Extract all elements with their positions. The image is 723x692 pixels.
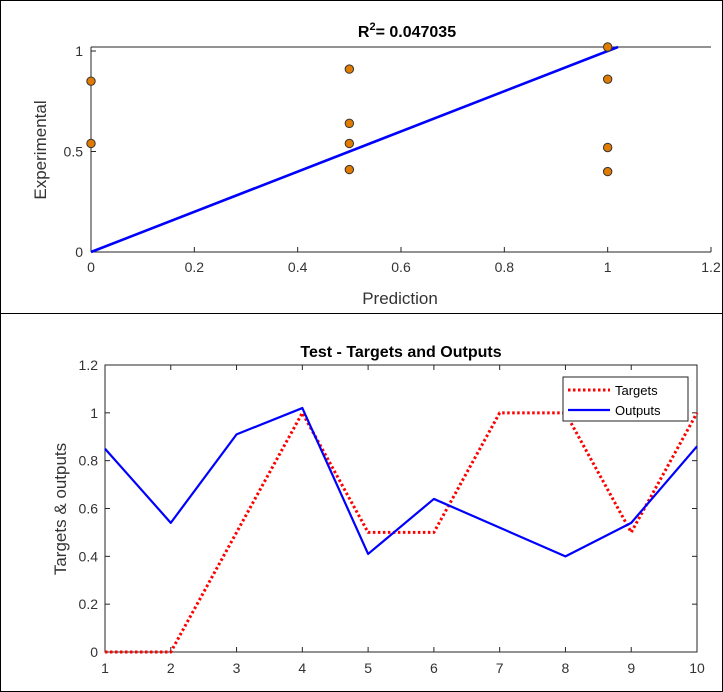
chart1-data-point <box>344 138 355 149</box>
chart2-x-tick-label: 3 <box>233 660 241 676</box>
legend-box <box>562 376 689 422</box>
chart2-x-tick-label: 4 <box>298 660 306 676</box>
chart1-data-point <box>602 166 613 177</box>
chart1-ylabel: Experimental <box>31 100 50 199</box>
targets-outputs-chart: Test - Targets and Outputs Targets & out… <box>51 344 705 676</box>
chart1-x-tick-label: 0.2 <box>185 259 205 275</box>
chart2-x-tick-label: 9 <box>627 660 635 676</box>
chart1-data-point <box>344 164 355 175</box>
chart2-x-tick-label: 7 <box>496 660 504 676</box>
chart2-title: Test - Targets and Outputs <box>300 344 501 361</box>
chart2-series-outputs-line <box>104 406 698 558</box>
chart2-y-tick-label: 1.2 <box>79 357 99 373</box>
chart2-y-tick-label: 0.8 <box>79 453 99 469</box>
legend-outputs-label: Outputs <box>615 403 661 418</box>
chart1-data-point <box>344 118 355 129</box>
regression-scatter-chart: R2= 0.047035 Prediction Experimental 0 0.… <box>31 21 721 308</box>
chart1-title: R2= 0.047035 <box>358 21 456 41</box>
chart1-data-point <box>86 138 96 149</box>
chart2-y-tick-label: 0.2 <box>79 596 99 612</box>
chart2-y-tick-label: 0.4 <box>79 548 99 564</box>
chart2-x-tick-label: 1 <box>101 660 109 676</box>
chart1-data-point <box>86 76 96 86</box>
chart2-y-tick-label: 1 <box>90 405 98 421</box>
chart2-legend: Targets Outputs <box>562 376 689 422</box>
chart1-x-tick-label: 0.6 <box>391 259 411 275</box>
chart2-series-targets-line <box>105 411 699 654</box>
chart2-x-tick-label: 10 <box>689 660 705 676</box>
chart1-data-point <box>602 142 613 153</box>
chart1-x-tick-label: 0 <box>87 259 95 275</box>
chart1-x-tick-label: 0.8 <box>495 259 515 275</box>
chart1-data-point <box>344 64 355 74</box>
chart1-data-point <box>602 74 613 84</box>
chart2-x-tick-label: 6 <box>430 660 438 676</box>
chart2-ylabel: Targets & outputs <box>51 443 70 575</box>
chart2-x-tick-label: 2 <box>167 660 175 676</box>
chart1-xlabel: Prediction <box>362 289 438 308</box>
chart2-y-tick-label: 0.6 <box>79 501 99 517</box>
chart1-x-tick-label: 1.2 <box>701 259 721 275</box>
legend-targets-label: Targets <box>615 383 658 398</box>
chart2-x-tick-label: 8 <box>562 660 570 676</box>
chart2-x-tick-label: 5 <box>364 660 372 676</box>
chart1-data-point <box>602 42 613 52</box>
chart1-y-tick-label: 1 <box>75 43 83 59</box>
chart1-y-tick-label: 0 <box>75 244 83 260</box>
chart1-fit-line <box>90 45 619 254</box>
chart2-y-tick-label: 0 <box>90 644 98 660</box>
chart1-x-tick-label: 1 <box>604 259 612 275</box>
chart1-y-tick-label: 0.5 <box>64 144 84 160</box>
chart1-x-tick-label: 0.4 <box>288 259 308 275</box>
